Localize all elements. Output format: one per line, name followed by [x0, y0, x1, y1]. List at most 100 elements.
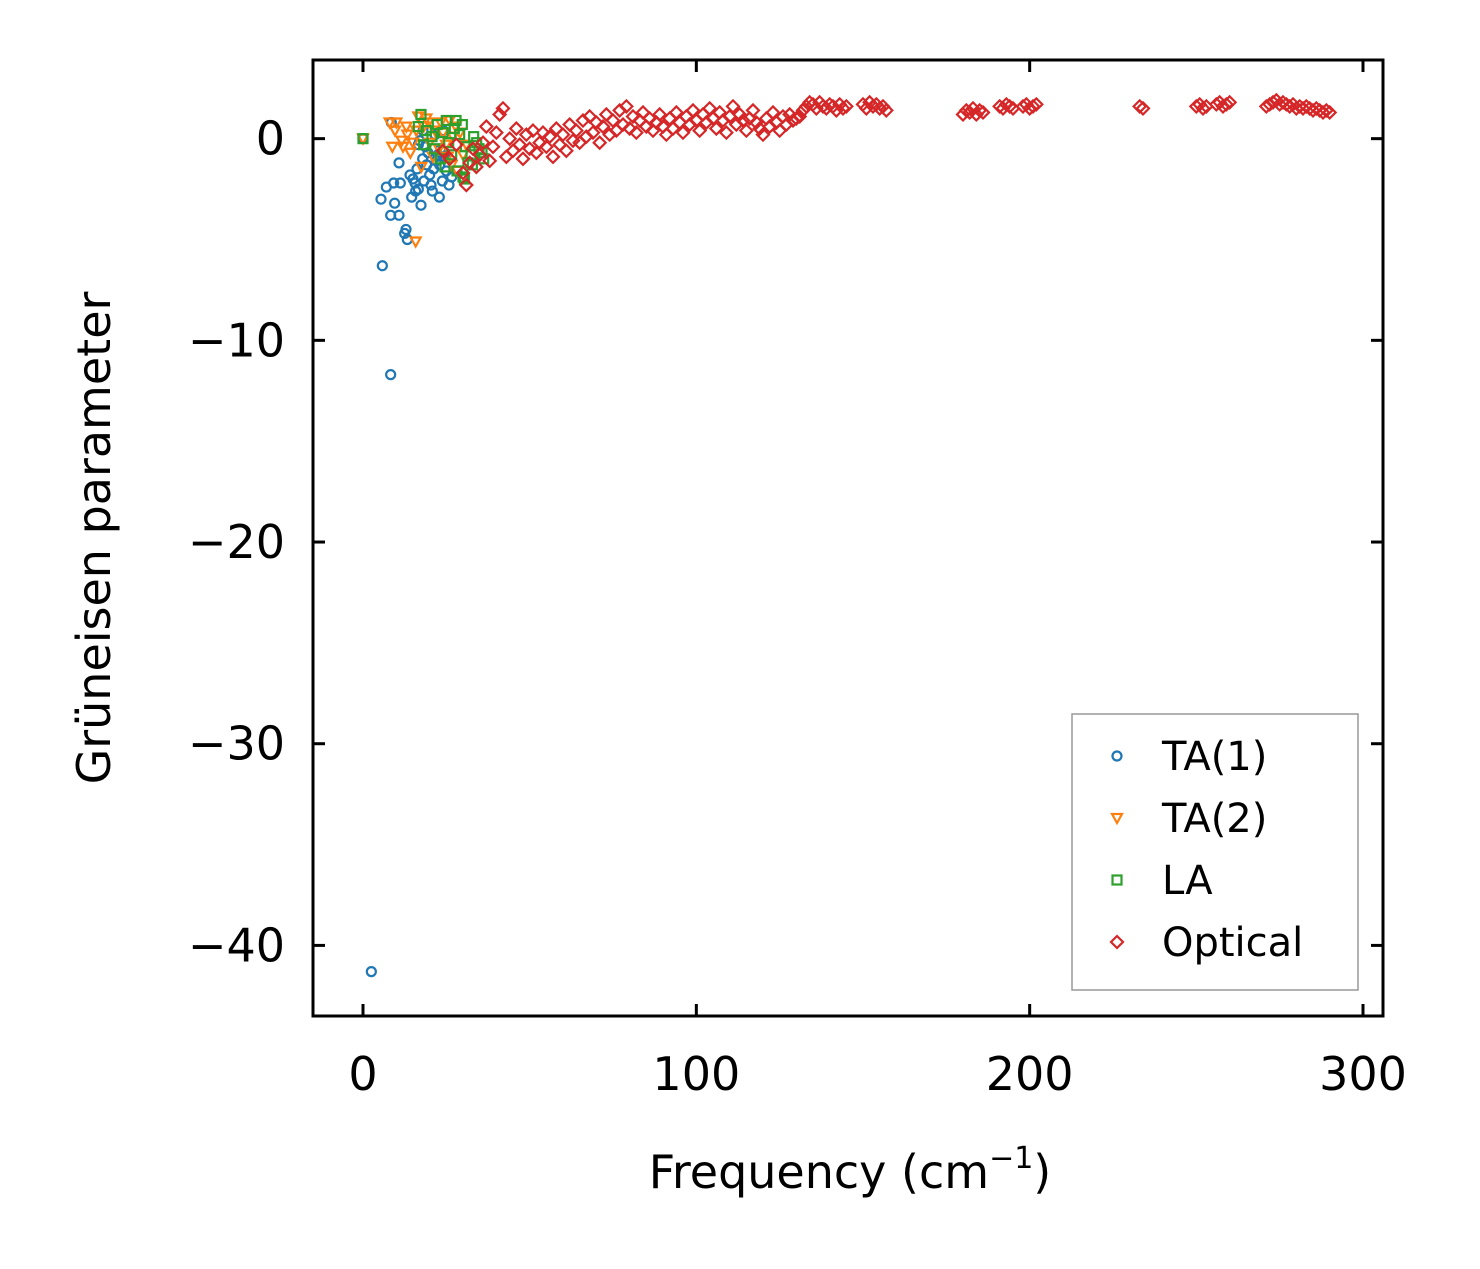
y-tick-label: 0 [256, 112, 285, 166]
data-point-optical [515, 151, 531, 167]
data-point-optical [525, 123, 541, 139]
data-point-optical [675, 125, 691, 141]
data-point-optical [472, 147, 488, 163]
data-point-optical [455, 165, 471, 181]
data-point-ta-1 [394, 177, 406, 189]
data-point-optical [595, 119, 611, 135]
legend: TA(1) TA(2) LA Optical [1071, 713, 1359, 991]
data-point-ta-2 [388, 125, 402, 138]
data-point-la [439, 161, 451, 173]
data-point-optical [622, 121, 638, 137]
data-point-optical [522, 141, 538, 157]
data-point-ta-2 [399, 121, 414, 134]
data-point-optical [442, 151, 458, 167]
data-point-ta-1 [389, 197, 401, 209]
data-point-ta-1 [426, 185, 438, 197]
data-point-optical [508, 121, 524, 137]
data-point-optical [968, 106, 984, 123]
data-point-la [418, 139, 430, 151]
data-point-optical [512, 137, 528, 153]
plot-frame [311, 58, 1385, 1018]
data-point-optical [795, 102, 811, 118]
data-point-optical [652, 106, 668, 123]
data-point-optical [748, 114, 764, 131]
legend-marker-optical [1109, 934, 1125, 950]
data-point-ta-2 [394, 135, 409, 148]
data-point-optical [955, 106, 971, 123]
data-point-optical [585, 125, 601, 141]
data-point-optical [532, 135, 548, 151]
data-point-ta-2 [385, 141, 400, 154]
data-point-optical [782, 106, 798, 123]
data-point-optical [588, 114, 604, 131]
data-point-la [458, 173, 470, 185]
legend-label-optical: Optical [1162, 920, 1303, 966]
data-point-optical [692, 123, 708, 139]
data-point-la [468, 131, 480, 143]
data-point-ta-2 [403, 147, 418, 161]
data-point-optical [558, 143, 574, 159]
data-point-ta-1 [375, 193, 387, 205]
data-point-ta-1 [393, 157, 405, 169]
data-point-optical [818, 100, 834, 116]
x-tick-label: 200 [986, 1047, 1074, 1101]
y-tick-label: −40 [188, 918, 285, 972]
data-point-ta-1 [376, 260, 388, 272]
data-point-la [451, 165, 463, 177]
data-point-optical [798, 98, 814, 114]
data-point-ta-1 [406, 191, 418, 203]
y-axis-label: Grüneisen parameter [67, 291, 121, 784]
data-point-ta-1 [385, 369, 397, 381]
data-point-ta-2 [433, 117, 448, 130]
data-point-la [420, 124, 432, 137]
data-point-ta-2 [414, 161, 429, 175]
data-point-la [426, 131, 438, 143]
data-point-optical [642, 110, 658, 127]
data-point-optical [708, 121, 724, 137]
data-point-optical [528, 145, 544, 161]
data-point-ta-2 [389, 117, 404, 130]
x-tick-label: 0 [348, 1047, 377, 1101]
legend-label-ta-1: TA(1) [1161, 734, 1267, 780]
data-point-optical [725, 98, 741, 114]
data-point-optical [718, 125, 734, 141]
data-point-optical [458, 177, 474, 193]
legend-marker-ta-1 [1111, 750, 1123, 762]
data-point-optical [482, 153, 498, 169]
y-tick-label: −30 [188, 717, 285, 771]
data-point-optical [738, 123, 754, 139]
data-point-ta-1 [400, 223, 412, 236]
data-point-ta-1 [425, 179, 437, 191]
data-point-ta-1 [393, 209, 405, 221]
data-point-optical [975, 104, 991, 120]
data-point-ta-2 [382, 117, 397, 130]
data-point-optical [568, 123, 584, 139]
data-point-optical [502, 131, 518, 147]
data-point-optical [538, 139, 554, 155]
data-point-optical [995, 100, 1011, 116]
x-axis-label: Frequency (cm−1) [649, 1141, 1052, 1199]
legend-marker-la [1111, 874, 1123, 886]
data-point-ta-2 [406, 137, 420, 150]
data-point-la [440, 114, 452, 127]
data-point-optical [1028, 96, 1044, 112]
legend-items: TA(1) TA(2) LA Optical [1109, 734, 1303, 966]
data-point-optical [555, 127, 571, 143]
data-point-la [437, 127, 449, 139]
data-point-optical [745, 102, 761, 118]
data-point-optical [435, 143, 451, 159]
data-point-optical [1135, 100, 1151, 116]
y-tick-label: −10 [188, 313, 285, 367]
data-point-optical [478, 119, 494, 135]
legend-marker-ta-2 [1110, 812, 1124, 826]
data-point-ta-1 [436, 175, 448, 187]
data-point-ta-2 [408, 236, 423, 249]
x-axis-label-suffix: ) [1033, 1145, 1051, 1199]
legend-label-ta-2: TA(2) [1161, 796, 1267, 842]
data-point-optical [592, 135, 608, 151]
data-point-optical [1322, 104, 1338, 120]
data-point-optical [615, 116, 631, 133]
